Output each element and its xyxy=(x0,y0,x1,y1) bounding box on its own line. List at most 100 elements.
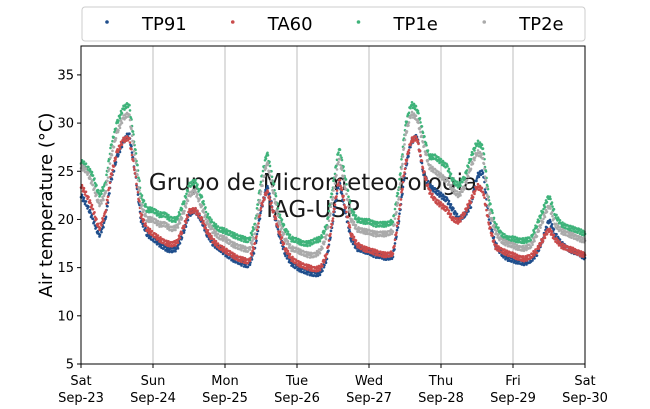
data-point xyxy=(342,165,345,168)
data-point xyxy=(539,223,543,227)
data-point xyxy=(348,228,351,232)
x-tick-day-label: Sat xyxy=(574,374,595,389)
data-point xyxy=(561,221,564,224)
data-point xyxy=(204,228,208,231)
y-tick-label: 5 xyxy=(66,358,74,373)
data-point xyxy=(402,146,406,150)
data-point xyxy=(250,243,254,246)
legend-marker xyxy=(230,20,235,24)
data-point xyxy=(266,190,270,194)
data-point xyxy=(106,199,109,202)
data-point xyxy=(90,179,94,183)
data-point xyxy=(489,226,492,229)
data-point xyxy=(564,226,567,230)
data-point xyxy=(412,112,416,115)
data-point xyxy=(337,160,340,164)
data-point xyxy=(84,200,88,203)
data-point xyxy=(399,175,403,179)
data-point xyxy=(347,195,350,199)
y-tick-label: 10 xyxy=(57,309,74,324)
data-point xyxy=(555,222,558,226)
data-point xyxy=(100,230,103,234)
data-point xyxy=(340,168,344,171)
data-point xyxy=(492,223,496,227)
data-point xyxy=(327,219,331,223)
data-point xyxy=(335,189,339,192)
data-point xyxy=(332,189,335,192)
data-point xyxy=(139,201,142,205)
x-tick-date-label: Sep-27 xyxy=(346,391,392,406)
data-point xyxy=(564,248,567,251)
data-point xyxy=(176,247,180,250)
data-point xyxy=(306,244,309,248)
data-point xyxy=(400,164,404,168)
data-point xyxy=(132,159,135,163)
data-point xyxy=(497,226,500,229)
data-point xyxy=(371,247,374,251)
data-point xyxy=(168,244,171,248)
data-point xyxy=(414,135,418,138)
data-point xyxy=(331,219,334,223)
y-axis-label: Air temperature (°C) xyxy=(36,113,57,298)
data-point xyxy=(505,249,509,253)
data-point xyxy=(128,118,132,122)
data-point xyxy=(481,156,485,160)
data-point xyxy=(176,226,180,229)
data-point xyxy=(255,232,259,236)
data-point xyxy=(206,212,210,216)
data-point xyxy=(285,247,288,251)
data-point xyxy=(102,214,106,218)
data-point xyxy=(433,153,437,156)
data-point xyxy=(300,270,303,274)
data-point xyxy=(136,178,140,182)
data-point xyxy=(516,258,520,261)
data-point xyxy=(438,204,441,208)
y-tick-label: 35 xyxy=(57,68,74,83)
data-point xyxy=(347,221,350,225)
data-point xyxy=(108,167,111,171)
data-point xyxy=(373,220,377,224)
data-point xyxy=(437,155,440,159)
data-point xyxy=(473,146,477,150)
data-point xyxy=(206,228,210,232)
data-point xyxy=(322,261,326,264)
data-point xyxy=(366,222,369,225)
data-point xyxy=(264,166,268,170)
data-point xyxy=(345,182,348,186)
data-point xyxy=(130,147,133,151)
data-point xyxy=(307,251,311,255)
data-point xyxy=(399,181,402,185)
data-point xyxy=(492,216,496,220)
data-point xyxy=(429,189,432,192)
data-point xyxy=(545,200,549,204)
data-point xyxy=(148,227,152,231)
data-point xyxy=(473,192,476,196)
data-point xyxy=(248,238,252,242)
data-point xyxy=(90,203,94,207)
data-point xyxy=(333,203,337,207)
data-point xyxy=(146,226,150,229)
data-point xyxy=(284,254,287,258)
data-point xyxy=(407,124,410,127)
data-point xyxy=(261,184,264,188)
data-point xyxy=(552,227,556,231)
data-point xyxy=(241,235,245,238)
data-point xyxy=(324,256,328,260)
data-point xyxy=(272,182,276,186)
data-point xyxy=(255,223,258,227)
data-point xyxy=(186,215,190,219)
data-point xyxy=(571,225,575,228)
data-point xyxy=(410,110,414,114)
data-point xyxy=(396,201,400,205)
data-point xyxy=(318,268,322,272)
data-point xyxy=(366,250,369,254)
data-point xyxy=(460,213,463,217)
data-point xyxy=(426,149,430,152)
data-point xyxy=(186,199,190,203)
data-point xyxy=(533,253,536,257)
data-point xyxy=(91,183,95,187)
data-point xyxy=(156,210,160,213)
data-point xyxy=(250,233,254,237)
data-point xyxy=(105,202,108,206)
data-point xyxy=(438,161,441,165)
